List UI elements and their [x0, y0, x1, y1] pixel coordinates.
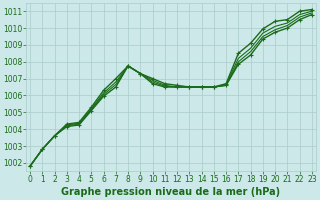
X-axis label: Graphe pression niveau de la mer (hPa): Graphe pression niveau de la mer (hPa)	[61, 187, 281, 197]
